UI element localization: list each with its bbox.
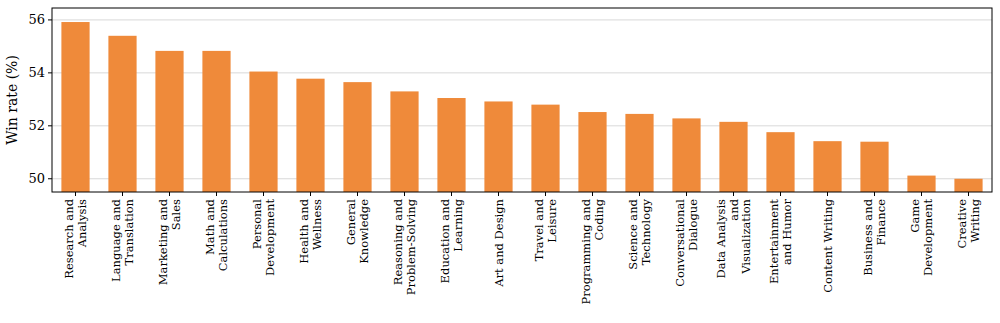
x-tick-label: Marketing andSales: [156, 198, 183, 285]
x-tick-mark: [169, 192, 170, 196]
x-tick-mark: [874, 192, 875, 196]
x-tick-mark: [75, 192, 76, 196]
bar: [296, 79, 324, 192]
x-tick-label: GeneralKnowledge: [344, 199, 371, 264]
bar: [625, 114, 653, 192]
bar: [202, 51, 230, 192]
tick-mark: [48, 178, 52, 179]
x-tick-label: Health andWellness: [297, 198, 324, 263]
x-tick-label: Art and Design: [492, 198, 506, 287]
bar: [390, 91, 418, 192]
bar: [813, 141, 841, 192]
bar: [61, 22, 89, 192]
tick-mark: [48, 125, 52, 126]
x-tick-mark: [592, 192, 593, 196]
x-tick-label: Travel andLeisure: [532, 198, 559, 261]
x-tick-label: Reasoning andProblem-Solving: [391, 198, 418, 295]
bar: [484, 101, 512, 192]
grid-line: [52, 125, 992, 126]
x-tick-mark: [780, 192, 781, 196]
tick-mark: [48, 19, 52, 20]
x-tick-label: Research andAnalysis: [62, 198, 89, 278]
x-tick-mark: [827, 192, 828, 196]
x-tick-label: Education andLearning: [438, 198, 465, 283]
bar: [155, 51, 183, 192]
grid-line: [52, 19, 992, 20]
x-tick-label: Entertainmentand Humor: [767, 199, 794, 285]
x-tick-mark: [310, 192, 311, 196]
bar: [766, 132, 794, 192]
x-tick-label: PersonalDevelopment: [250, 199, 277, 276]
x-tick-mark: [498, 192, 499, 196]
bar: [578, 112, 606, 192]
y-tick-label: 52: [28, 118, 45, 133]
y-axis-label: Win rate (%): [4, 55, 20, 145]
x-tick-mark: [451, 192, 452, 196]
chart: 50 52 54 56 Win rate (%) Research andAnalysis…: [0, 0, 1000, 323]
y-tick-label: 54: [28, 65, 45, 80]
bar: [672, 118, 700, 192]
plot-frame: [52, 8, 992, 192]
x-tick-label: Language andTranslation: [109, 198, 136, 282]
x-tick-mark: [122, 192, 123, 196]
x-tick-mark: [968, 192, 969, 196]
bar: [343, 82, 371, 192]
x-tick-label: CreativeWriting: [955, 198, 982, 248]
bar: [108, 36, 136, 192]
bar: [907, 176, 935, 192]
x-tick-label: Programming andCoding: [579, 198, 606, 304]
grid-line: [52, 178, 992, 179]
x-tick-mark: [545, 192, 546, 196]
bar: [954, 179, 982, 192]
x-tick-mark: [733, 192, 734, 196]
x-tick-mark: [639, 192, 640, 196]
bar: [437, 98, 465, 192]
x-tick-mark: [921, 192, 922, 196]
x-tick-mark: [686, 192, 687, 196]
x-tick-label: ConversationalDialogue: [673, 199, 700, 287]
bar: [860, 142, 888, 192]
x-tick-mark: [263, 192, 264, 196]
tick-mark: [48, 72, 52, 73]
x-tick-mark: [357, 192, 358, 196]
y-tick-label: 50: [28, 171, 45, 186]
x-tick-label: Math andCalculations: [203, 198, 230, 271]
x-tick-mark: [404, 192, 405, 196]
grid-line: [52, 72, 992, 73]
x-tick-label: Content Writing: [821, 198, 835, 292]
x-tick-label: Data AnalysisandVisualization: [714, 198, 753, 278]
bar: [531, 105, 559, 192]
x-tick-mark: [216, 192, 217, 196]
bars: [61, 22, 982, 192]
x-tick-label: GameDevelopment: [908, 199, 935, 276]
x-tick-label: Science andTechnology: [626, 198, 653, 269]
bar: [719, 122, 747, 192]
y-tick-label: 56: [28, 12, 45, 27]
bar: [249, 72, 277, 192]
x-tick-label: Business andFinance: [861, 198, 888, 275]
